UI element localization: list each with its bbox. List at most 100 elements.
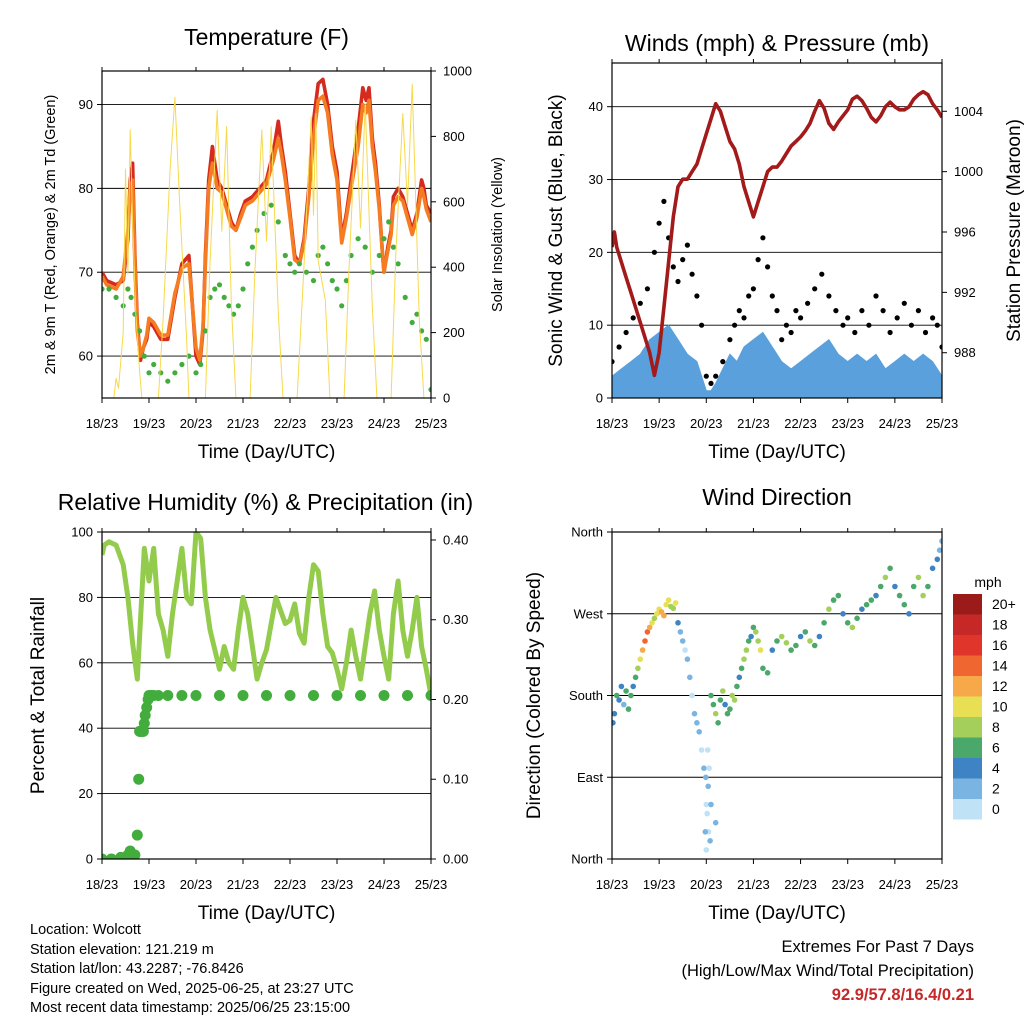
panel1-series-green-point — [128, 294, 134, 300]
panel4-direction-point — [859, 606, 865, 612]
panel2-y-right-tick-label: 988 — [954, 345, 976, 360]
panel4-direction-point — [701, 765, 707, 771]
panel1-series-green-point — [198, 361, 204, 368]
panel4-x-tick-label: 23/23 — [831, 877, 864, 892]
panel4-direction-point — [637, 656, 644, 662]
panel2-series-black-point — [755, 257, 761, 263]
panel2-series-black-point — [616, 344, 622, 350]
panel4-direction-point — [840, 611, 846, 617]
panel1-y-tick-label: 90 — [79, 97, 93, 112]
panel2-y-tick-label: 10 — [589, 318, 603, 333]
panel1-x-tick-label: 19/23 — [133, 416, 166, 431]
panel4-direction-point — [687, 674, 693, 681]
panel2-series-black-point — [922, 329, 929, 336]
panel4-direction-point — [644, 629, 651, 635]
panel1-series-green-point — [282, 252, 288, 259]
panel2-series-black-point — [694, 293, 700, 299]
panel2-series-black-point — [736, 308, 742, 314]
panel4-x-label: Time (Day/UTC) — [708, 903, 846, 924]
panel1-series-green-point — [221, 294, 227, 300]
panel1-series-green-point — [193, 370, 199, 376]
panel1-series-green-point — [235, 303, 241, 309]
panel4-direction-point — [788, 647, 794, 653]
panel4-direction-point — [722, 701, 728, 708]
panel4-direction-point — [892, 583, 898, 590]
panel4-legend-swatch — [953, 614, 982, 635]
panel3-series-precip-point — [129, 849, 141, 859]
panel4-direction-point — [618, 683, 625, 690]
station-location: Location: Wolcott — [30, 922, 141, 938]
panel4-direction-point — [717, 697, 724, 703]
panel4-legend-label: 0 — [992, 801, 1000, 817]
panel4-direction-point — [630, 683, 636, 690]
panel1-series-orange — [102, 94, 431, 363]
panel1-series-green-point — [261, 210, 267, 217]
panel1-series-green-point — [102, 286, 105, 292]
panel4-direction-point — [702, 829, 709, 835]
panel3-y-right-tick-label: 0.40 — [443, 532, 468, 547]
panel1-series-green-point — [202, 328, 208, 334]
panel1-series-green-point — [395, 261, 401, 267]
panel2-series-black-point — [901, 300, 907, 306]
panel2-series-black-point — [689, 271, 695, 277]
panel4-direction-point — [774, 638, 780, 644]
panel2-y-label: Sonic Wind & Gust (Blue, Black) — [546, 94, 567, 366]
panel4-direction-point — [661, 612, 667, 619]
panel3-series-rh — [102, 532, 431, 696]
panel1-series-green-point — [137, 328, 143, 334]
panel4-direction-point — [705, 783, 711, 790]
panel1-y-right-tick-label: 0 — [443, 391, 450, 406]
panel3-series-precip-point — [138, 717, 150, 729]
panel1-series-green-point — [320, 244, 326, 250]
panel1-series-green-point — [125, 286, 131, 292]
panel2-series-black-point — [908, 322, 915, 328]
panel1-series-green-point — [339, 303, 345, 309]
panel1-series-green-point — [245, 261, 251, 267]
panel4-direction-point — [830, 597, 837, 603]
panel4-direction-point — [720, 688, 726, 694]
panel3-x-tick-label: 25/23 — [415, 877, 448, 892]
panel1-series-green-point — [207, 294, 213, 300]
panel1-series-green-point — [226, 303, 232, 309]
panel2-series-black-point — [866, 322, 872, 328]
panel1-series-green-point — [402, 294, 408, 300]
panel1-y-tick-label: 80 — [79, 181, 93, 196]
panel4-direction-point — [675, 620, 681, 626]
panel4-direction-point — [741, 656, 747, 662]
panel4-direction-point — [736, 674, 743, 681]
panel4-legend-swatch — [953, 655, 982, 676]
panel4-direction-point — [929, 565, 936, 572]
panel3-y-tick-label: 40 — [79, 721, 93, 736]
panel1-series-yellow — [113, 83, 425, 398]
figure-created: Figure created on Wed, 2025-06-25, at 23… — [30, 980, 354, 997]
panel4-direction-point — [863, 601, 870, 608]
panel2-series-black-point — [915, 308, 922, 314]
panel2-series-black-point — [644, 286, 651, 292]
panel4-legend-swatch — [953, 696, 982, 717]
panel4-frame — [611, 531, 943, 860]
panel4-direction-point — [646, 624, 653, 631]
panel2-y-right-label: Station Pressure (Maroon) — [1004, 119, 1024, 342]
extremes-title: Extremes For Past 7 Days — [781, 938, 974, 956]
panel4-legend-label: 4 — [992, 760, 1000, 776]
panel2-x-tick-label: 19/23 — [643, 416, 676, 431]
panel4-direction-point — [764, 670, 771, 676]
panel2-y-right-tick-label: 1000 — [954, 164, 983, 179]
panel2-series-black-point — [793, 308, 799, 314]
panel2-series-black-point — [656, 220, 662, 226]
panel4-legend-label: 12 — [992, 678, 1008, 694]
panel4-legend-title: mph — [974, 574, 1001, 590]
panel4-direction-point — [708, 801, 714, 808]
panel2-series-black-point — [741, 315, 747, 321]
panel3-series-precip-point — [162, 690, 174, 701]
panel4-direction-point — [628, 692, 634, 699]
panel1-series-green-point — [334, 286, 340, 292]
panel4-direction-point — [621, 701, 627, 708]
panel2-x-tick-label: 22/23 — [784, 416, 817, 431]
panel4-direction-point — [910, 583, 917, 590]
extremes-values: 92.9/57.8/16.4/0.21 — [831, 986, 974, 1004]
panel3-series-precip-point — [190, 690, 202, 701]
panel4-direction-point — [873, 592, 879, 599]
panel2-plot-area — [612, 89, 942, 398]
panel2-x-tick-label: 20/23 — [690, 416, 723, 431]
